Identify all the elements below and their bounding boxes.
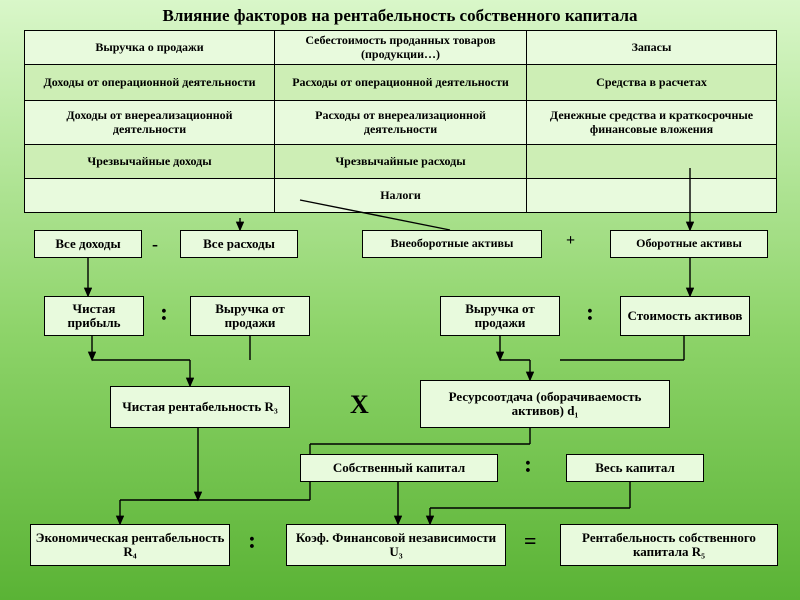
box-rev1: Выручка от продажи	[190, 296, 310, 336]
table-cell	[25, 179, 275, 213]
table-cell: Налоги	[275, 179, 527, 213]
operator-1: +	[566, 232, 575, 250]
table-cell: Расходы от внереализационной деятельност…	[275, 101, 527, 145]
table-cell: Расходы от операционной деятельности	[275, 65, 527, 101]
table-cell: Денежные средства и краткосрочные финанс…	[527, 101, 777, 145]
factors-table: Выручка о продажиСебестоимость проданных…	[24, 30, 777, 213]
box-net_profit: Чистая прибыль	[44, 296, 144, 336]
operator-5: :	[524, 452, 532, 479]
table-cell: Себестоимость проданных товаров (продукц…	[275, 31, 527, 65]
box-rev2: Выручка от продажи	[440, 296, 560, 336]
table-cell: Доходы от внереализационной деятельности	[25, 101, 275, 145]
operator-3: :	[586, 300, 594, 327]
table-cell	[527, 179, 777, 213]
table-cell: Выручка о продажи	[25, 31, 275, 65]
box-res_turn: Ресурсоотдача (оборачиваемость активов) …	[420, 380, 670, 428]
table-cell: Средства в расчетах	[527, 65, 777, 101]
box-all_expenses: Все расходы	[180, 230, 298, 258]
operator-4: X	[350, 390, 369, 420]
box-fin_ind: Коэф. Финансовой независимости U₃	[286, 524, 506, 566]
operator-6: :	[248, 528, 256, 555]
box-net_rent: Чистая рентабельность R₃	[110, 386, 290, 428]
box-asset_cost: Стоимость активов	[620, 296, 750, 336]
box-own_cap: Собственный капитал	[300, 454, 498, 482]
operator-0: -	[152, 234, 158, 255]
box-all_income: Все доходы	[34, 230, 142, 258]
page-title: Влияние факторов на рентабельность собст…	[0, 6, 800, 26]
box-roe: Рентабельность собственного капитала R₅	[560, 524, 778, 566]
table-cell	[527, 145, 777, 179]
table-cell: Запасы	[527, 31, 777, 65]
box-all_cap: Весь капитал	[566, 454, 704, 482]
operator-2: :	[160, 300, 168, 327]
table-cell: Чрезвычайные расходы	[275, 145, 527, 179]
table-cell: Чрезвычайные доходы	[25, 145, 275, 179]
table-cell: Доходы от операционной деятельности	[25, 65, 275, 101]
box-curr_assets: Оборотные активы	[610, 230, 768, 258]
box-econ_rent: Экономическая рентабельность R₄	[30, 524, 230, 566]
operator-7: =	[524, 528, 537, 554]
box-nonc_assets: Внеоборотные активы	[362, 230, 542, 258]
